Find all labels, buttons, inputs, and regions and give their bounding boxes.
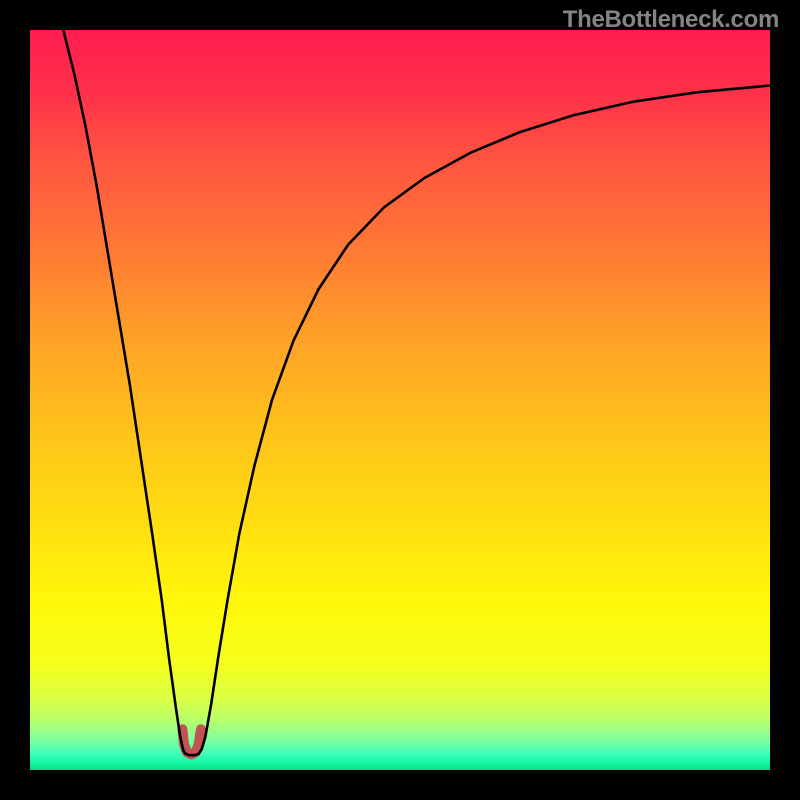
chart-container: TheBottleneck.com [0,0,800,800]
plot-area [30,30,770,770]
watermark-text: TheBottleneck.com [563,6,779,34]
curve-layer [30,30,770,770]
bottleneck-curve [63,30,770,755]
valley-marker [182,729,201,754]
